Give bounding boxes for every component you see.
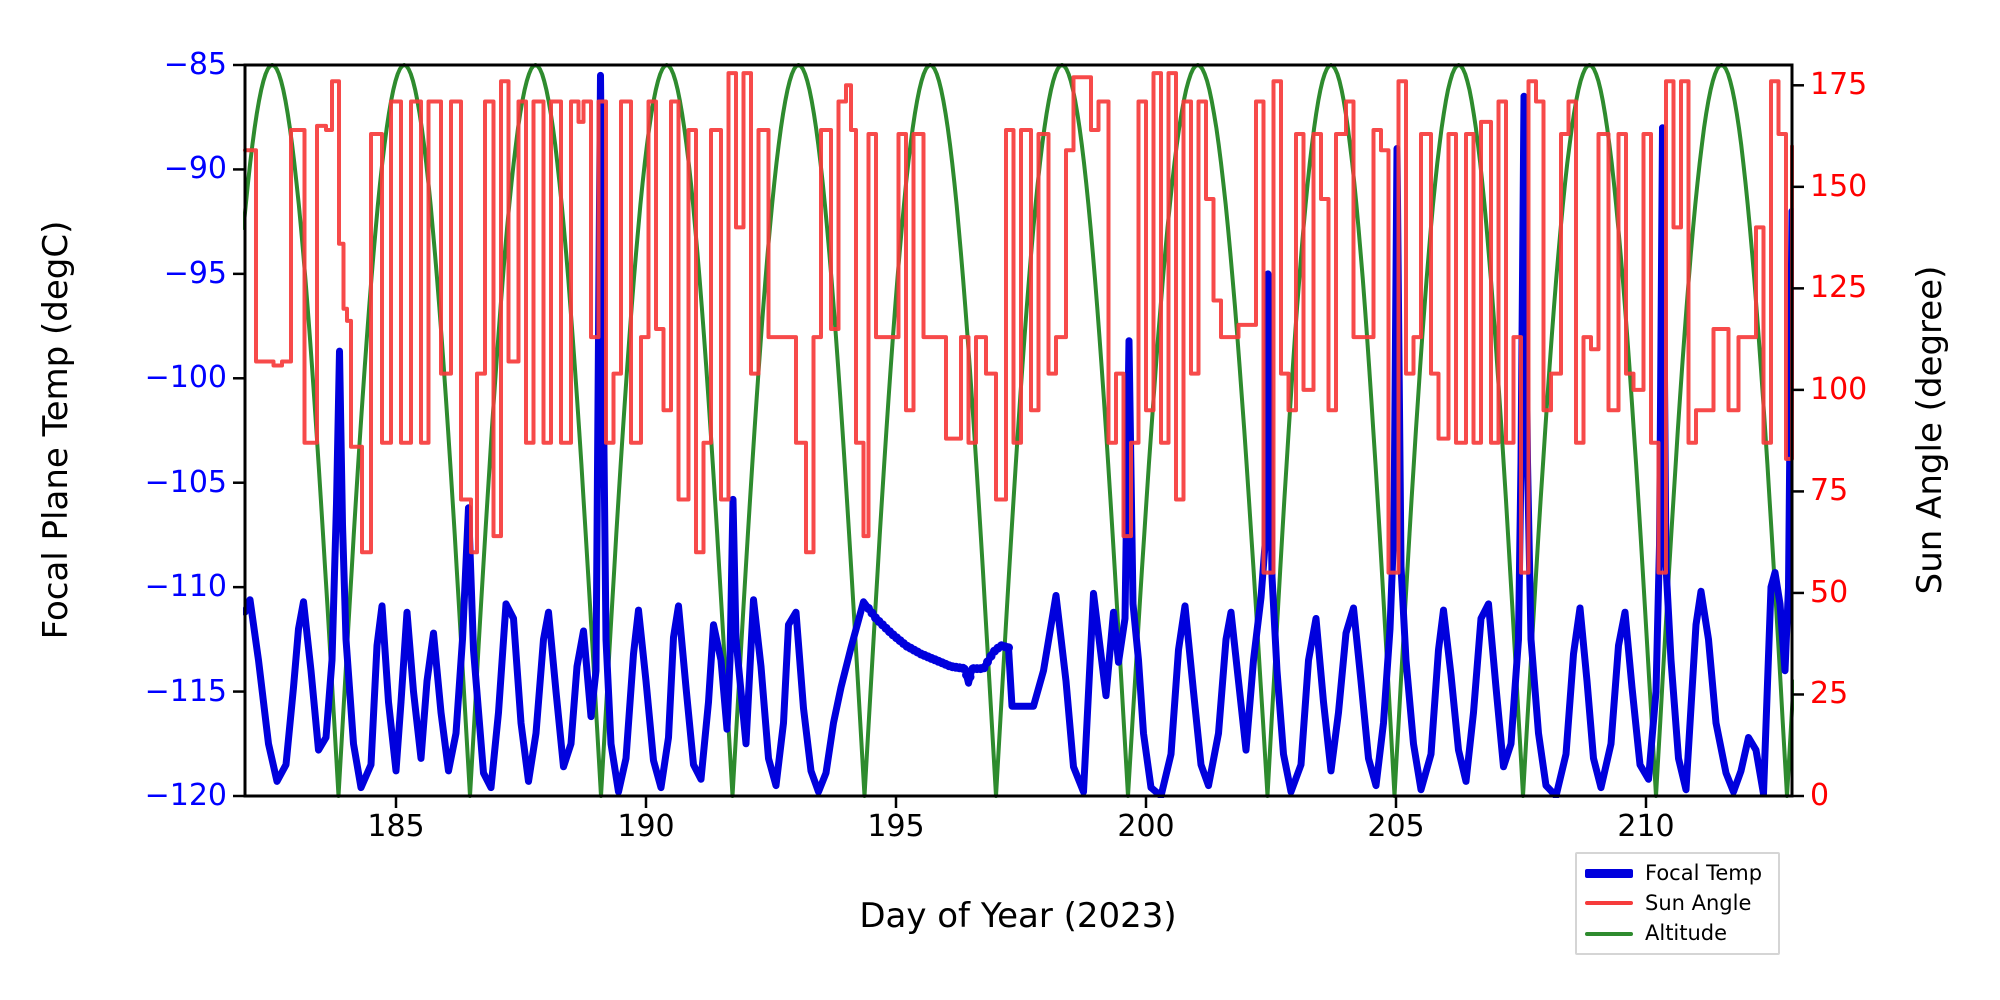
legend-label: Focal Temp xyxy=(1645,860,1763,885)
right-y-tick-label: 0 xyxy=(1810,778,1830,813)
x-tick-label: 195 xyxy=(867,809,925,844)
right-y-tick-label: 150 xyxy=(1810,168,1868,204)
legend-item-altitude: Altitude xyxy=(1585,923,1770,944)
legend-item-focal-temp: Focal Temp xyxy=(1585,860,1770,885)
sun-angle-line xyxy=(243,71,1794,575)
x-tick-label: 200 xyxy=(1117,809,1175,844)
left-y-tick-label: −100 xyxy=(144,360,227,396)
x-axis-label: Day of Year (2023) xyxy=(859,896,1177,936)
left-y-axis-label: Focal Plane Temp (degC) xyxy=(36,220,76,640)
focal-temp-marker xyxy=(965,672,975,682)
right-y-axis-label: Sun Angle (degree) xyxy=(1910,265,1950,595)
axes-frame xyxy=(243,63,1794,798)
right-y-tick-label: 125 xyxy=(1810,270,1868,306)
x-tick-label: 190 xyxy=(617,809,675,844)
right-y-tick-label: 75 xyxy=(1810,473,1849,509)
legend-label: Sun Angle xyxy=(1645,890,1752,915)
left-y-tick-label: −120 xyxy=(144,778,227,813)
focal-temp-line xyxy=(243,71,1794,798)
sun-angle-line-swatch xyxy=(1585,901,1633,906)
legend-item-sun-angle: Sun Angle xyxy=(1585,890,1770,915)
focal-temp-marker xyxy=(1004,643,1013,653)
left-y-tick-label: −105 xyxy=(144,464,227,500)
legend-label: Altitude xyxy=(1645,921,1728,946)
left-y-tick-label: −90 xyxy=(163,151,227,187)
focal-temp-marker xyxy=(958,663,968,673)
left-y-tick-label: −95 xyxy=(163,255,227,291)
right-y-tick-label: 25 xyxy=(1810,676,1849,712)
legend: Focal Temp Sun Angle Altitude xyxy=(1575,852,1780,955)
right-y-tick-label: 175 xyxy=(1810,67,1868,103)
focal-temp-line-swatch xyxy=(1585,868,1633,878)
left-y-tick-label: −85 xyxy=(163,47,227,82)
altitude-line-swatch xyxy=(1585,931,1633,936)
series-group xyxy=(243,63,1794,798)
x-tick-label: 205 xyxy=(1367,809,1425,844)
x-tick-label: 185 xyxy=(367,809,425,844)
x-tick-label: 210 xyxy=(1617,809,1675,844)
right-y-tick-label: 100 xyxy=(1810,371,1868,407)
right-y-tick-label: 50 xyxy=(1810,574,1849,610)
left-y-tick-label: −110 xyxy=(144,569,227,605)
left-y-tick-label: −115 xyxy=(144,673,227,709)
